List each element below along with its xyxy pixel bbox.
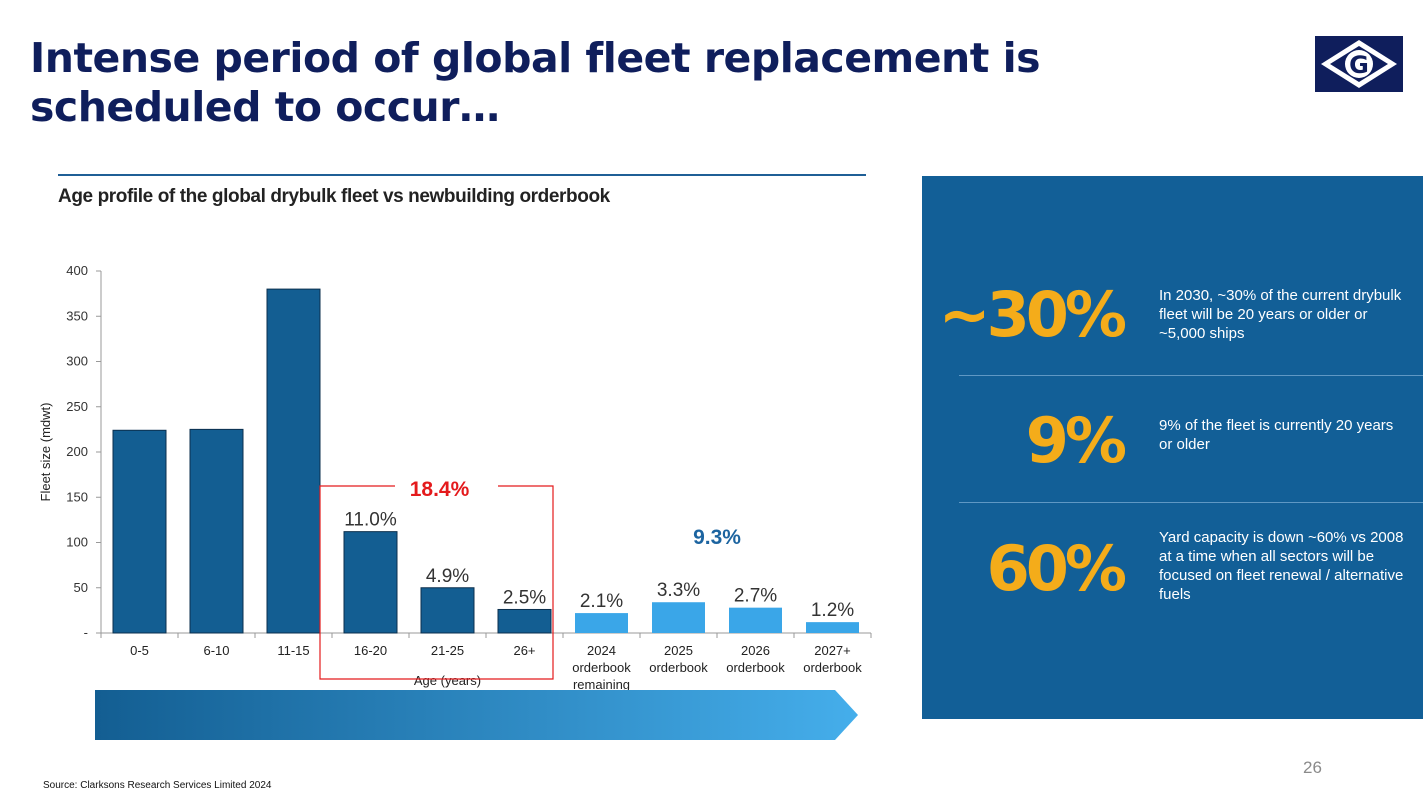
bar [112,429,167,634]
data-label: 3.3% [657,580,700,601]
data-label: 2.7% [734,586,777,607]
category-label: 2027+ [814,643,851,658]
category-label: 21-25 [431,643,464,658]
stat-description: In 2030, ~30% of the current drybulk fle… [1159,287,1402,342]
stat-description: Yard capacity is down ~60% vs 2008 at a … [1159,529,1404,603]
stat-value: 9% [1025,404,1127,477]
y-tick-label: 200 [66,444,88,459]
category-label: 2025 [664,643,693,658]
category-label: 2026 [741,643,770,658]
y-tick-label: 350 [66,308,88,323]
category-label: 11-15 [277,643,309,658]
bar [729,607,782,633]
stat-divider [959,502,1423,503]
data-label: 11.0% [344,510,397,531]
category-label: orderbook [649,660,708,675]
bar [189,428,244,634]
data-label: 4.9% [426,566,469,587]
category-label: orderbook [803,660,862,675]
category-label: remaining [573,677,630,690]
bar [652,602,705,633]
y-tick-label: 50 [74,580,88,595]
highlight-box [319,485,554,680]
x-axis-title: Age (years) [414,673,481,688]
y-tick-label: 400 [66,263,88,278]
source-note: Source: Clarksons Research Services Limi… [43,780,272,791]
bar [266,288,321,634]
bar [806,622,859,633]
stat-description: 9% of the fleet is currently 20 years or… [1159,417,1394,453]
category-label: 6-10 [203,643,229,658]
y-tick-label: 150 [66,489,88,504]
category-label: 26+ [513,643,535,658]
category-label: 16-20 [354,643,387,658]
company-logo: G [1315,36,1403,92]
y-axis-title: Fleet size (mdwt) [38,403,53,502]
progression-arrow [95,690,858,740]
logo-letter: G [1349,51,1369,79]
chart-title: Age profile of the global drybulk fleet … [58,186,610,207]
key-stats-panel: ~30% In 2030, ~30% of the current drybul… [922,176,1423,719]
page-number: 26 [1303,758,1322,777]
highlight-annotation: 18.4% [410,478,470,501]
bar [420,587,475,634]
bar [497,608,552,634]
stat-value: ~30% [938,278,1127,351]
stat-divider [959,375,1423,376]
orderbook-annotation: 9.3% [693,526,741,549]
data-label: 2.1% [580,591,623,612]
y-tick-label: 300 [66,354,88,369]
category-label: 2024 [587,643,616,658]
category-label: 0-5 [130,643,149,658]
category-label: orderbook [726,660,785,675]
category-label: orderbook [572,660,631,675]
bar [343,531,398,634]
y-tick-label: 100 [66,535,88,550]
page-title: Intense period of global fleet replaceme… [30,34,1041,131]
y-tick-label: - [84,625,88,640]
stat-value: 60% [986,532,1127,605]
bar [575,613,628,633]
data-label: 1.2% [811,600,854,621]
y-tick-label: 250 [66,399,88,414]
data-label: 2.5% [503,587,546,608]
chart-divider [58,174,866,176]
fleet-age-chart: - 50 100 150 200 250 300 350 400 0-5 6-10 11-15 16-2… [38,263,872,690]
